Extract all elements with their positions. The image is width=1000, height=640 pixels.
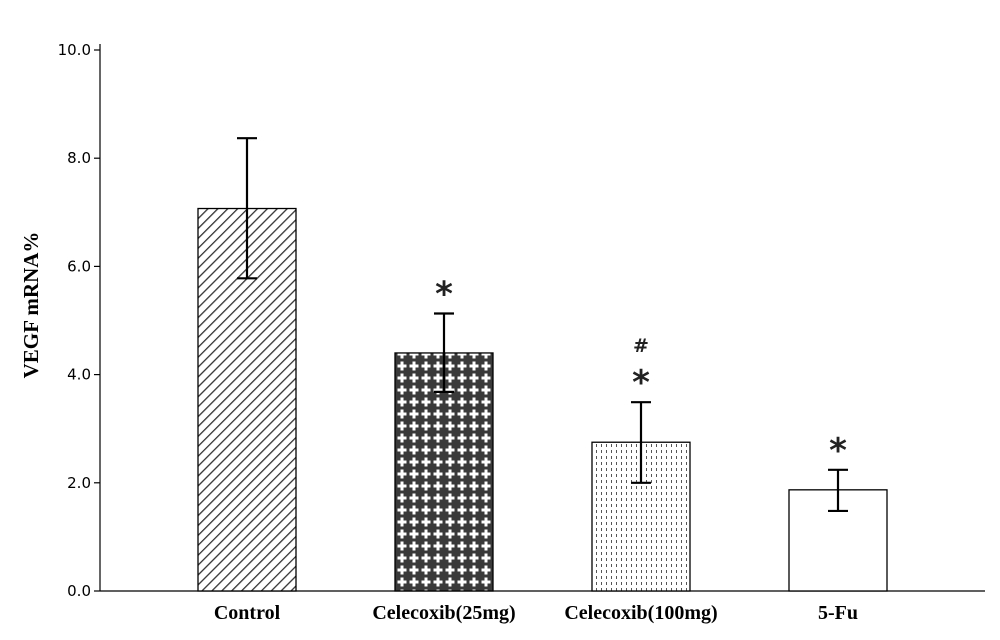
significance-markers: * * # *	[435, 274, 847, 470]
category-label: Celecoxib(100mg)	[564, 602, 717, 624]
category-label: 5-Fu	[818, 602, 858, 624]
significance-asterisk: *	[632, 363, 650, 403]
significance-asterisk: *	[435, 274, 453, 314]
significance-hash: #	[633, 335, 649, 357]
category-label: Celecoxib(25mg)	[372, 602, 515, 624]
category-label: Control	[214, 602, 281, 624]
y-tick-label: 8.0	[67, 149, 91, 167]
error-bars	[237, 137, 848, 513]
y-tick-label: 10.0	[58, 41, 91, 59]
y-axis-title: VEGF mRNA%	[19, 232, 43, 379]
y-tick-label: 2.0	[67, 474, 91, 492]
y-tick-label: 0.0	[67, 582, 91, 600]
y-tick-label: 4.0	[67, 366, 91, 384]
y-tick-label: 6.0	[67, 257, 91, 275]
category-labels: Control Celecoxib(25mg) Celecoxib(100mg) 5-…	[214, 602, 858, 624]
bars	[197, 207, 888, 592]
significance-asterisk: *	[829, 431, 847, 471]
